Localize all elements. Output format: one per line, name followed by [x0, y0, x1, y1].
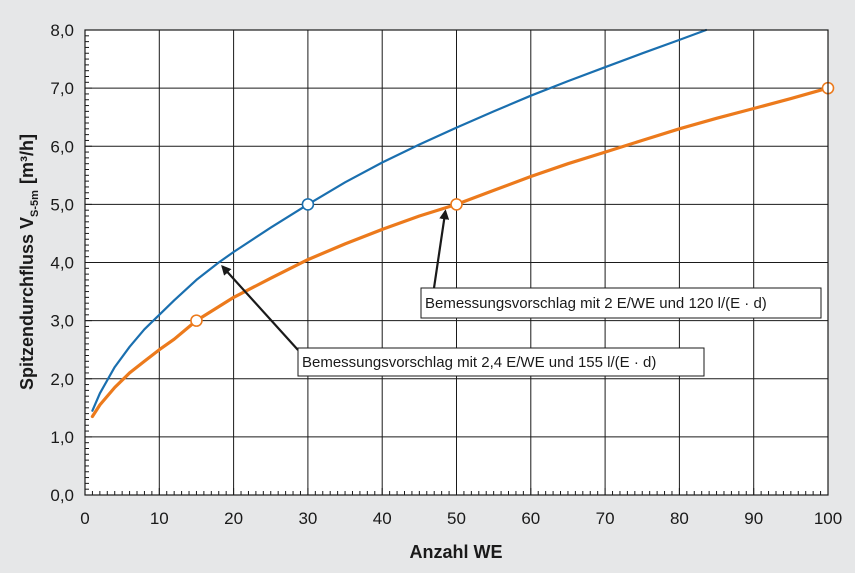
y-tick-label: 1,0	[50, 428, 74, 447]
y-tick-label: 6,0	[50, 137, 74, 156]
data-point-marker	[190, 314, 203, 327]
series-layer	[90, 28, 835, 419]
data-point-marker	[301, 198, 315, 211]
y-tick-labels: 0,0 1,0 2,0 3,0 4,0 5,0 6,0 7,0 8,0	[50, 21, 74, 505]
y-tick-label: 7,0	[50, 79, 74, 98]
x-tick-label: 80	[670, 509, 689, 528]
x-tick-label: 70	[596, 509, 615, 528]
y-axis-title-unit: [m³/h]	[17, 134, 37, 184]
x-tick-label: 60	[521, 509, 540, 528]
annotation-box	[297, 347, 705, 377]
y-tick-label: 4,0	[50, 254, 74, 273]
annotation-text: Bemessungsvorschlag mit 2,4 E/WE und 155…	[302, 354, 656, 371]
annotation-box	[420, 287, 822, 319]
y-tick-label: 5,0	[50, 195, 74, 214]
x-tick-label: 20	[224, 509, 243, 528]
y-tick-label: 2,0	[50, 370, 74, 389]
y-tick-label: 3,0	[50, 312, 74, 331]
data-point-marker	[450, 198, 463, 211]
x-tick-label: 30	[298, 509, 317, 528]
annotation-text: Bemessungsvorschlag mit 2 E/WE und 120 l…	[425, 295, 767, 312]
y-axis-title: Spitzendurchfluss VS-5m [m³/h]	[17, 134, 41, 390]
annotation-arrow	[221, 265, 299, 351]
x-tick-labels: 0 10 20 30 40 50 60 70 80 90 100	[80, 509, 842, 528]
x-tick-label: 40	[373, 509, 392, 528]
y-axis-title-main: Spitzendurchfluss V	[17, 217, 37, 390]
x-tick-label: 50	[447, 509, 466, 528]
annotation-layer: Bemessungsvorschlag mit 2 E/WE und 120 l…	[221, 209, 822, 377]
x-tick-label: 90	[744, 509, 763, 528]
y-tick-label: 8,0	[50, 21, 74, 40]
y-tick-label: 0,0	[50, 486, 74, 505]
annotation-arrow	[432, 209, 450, 289]
x-tick-label: 100	[814, 509, 842, 528]
plot-border	[84, 29, 829, 496]
x-axis-title: Anzahl WE	[410, 542, 503, 562]
y-axis-title-subscript: S-5m	[29, 190, 41, 217]
series-line-2	[90, 86, 830, 419]
x-tick-label: 0	[80, 509, 89, 528]
x-tick-label: 10	[150, 509, 169, 528]
